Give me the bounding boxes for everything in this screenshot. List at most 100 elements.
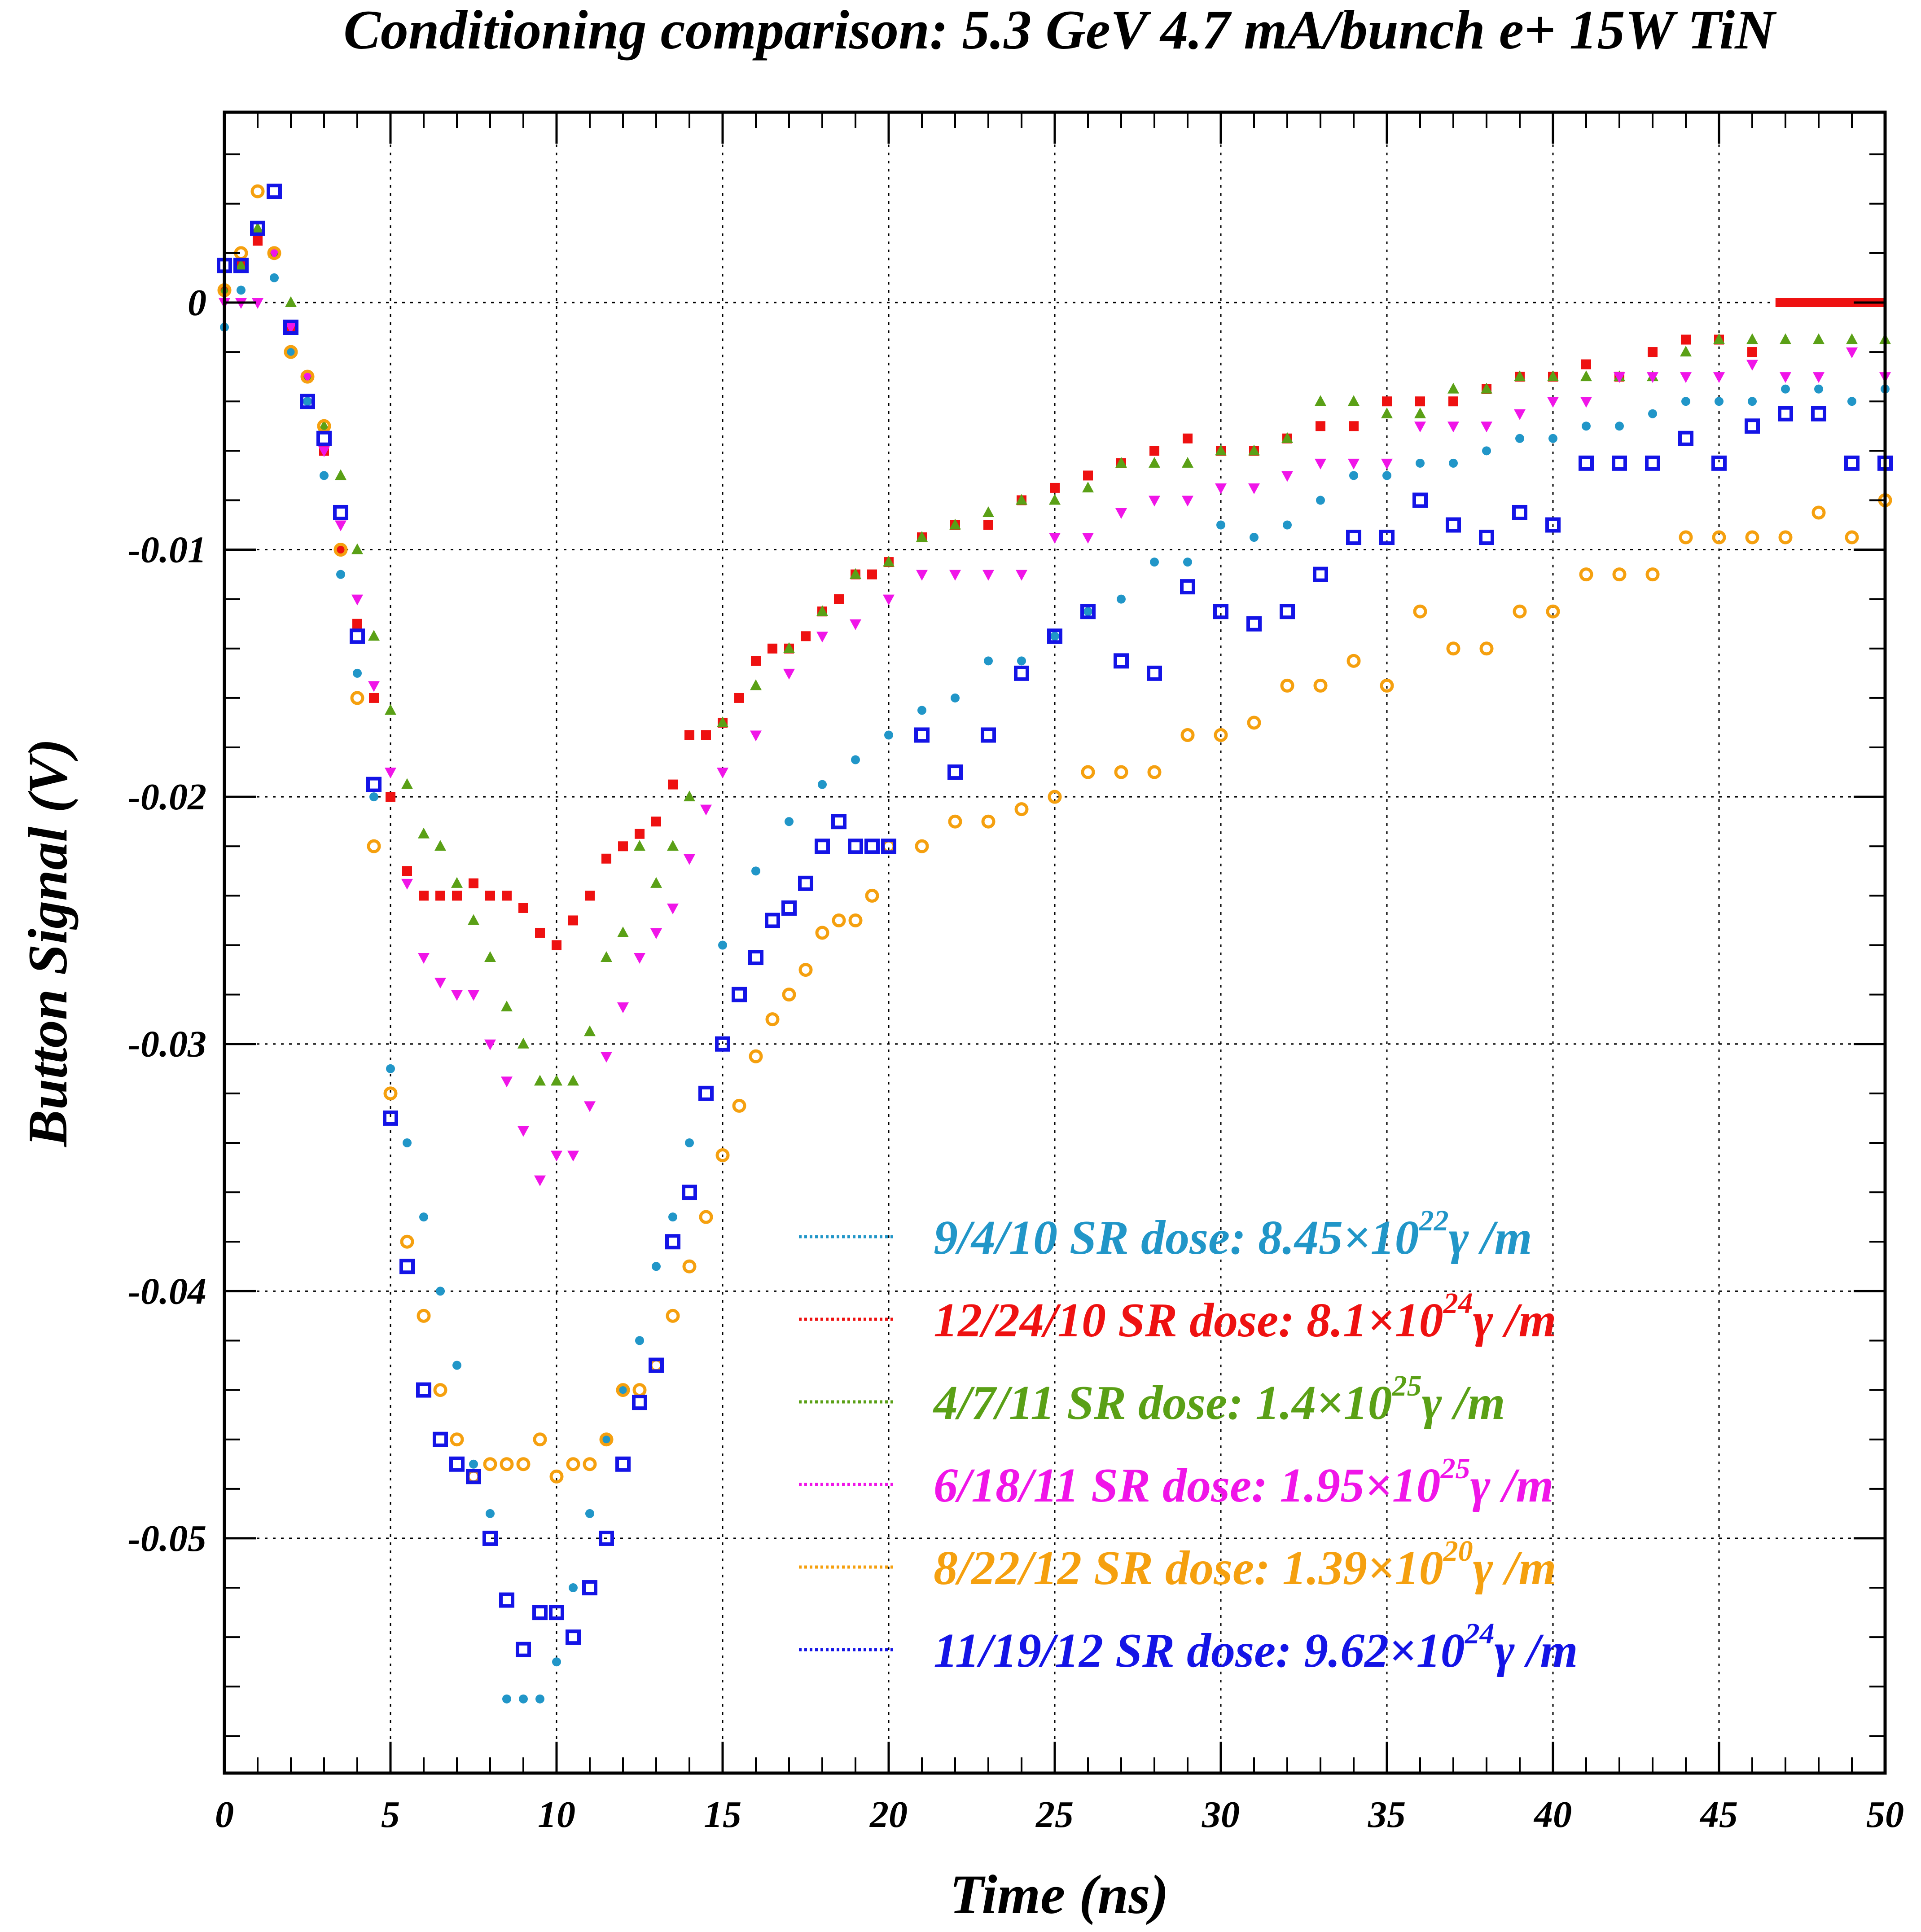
data-point xyxy=(1082,481,1094,492)
data-point xyxy=(518,1037,529,1049)
data-point xyxy=(1414,407,1426,418)
data-point xyxy=(984,656,993,666)
data-point xyxy=(618,1385,627,1395)
data-point xyxy=(617,926,629,937)
data-point xyxy=(850,619,861,630)
data-point xyxy=(601,853,611,864)
data-point xyxy=(318,446,330,457)
data-point xyxy=(502,1694,511,1704)
data-point xyxy=(369,792,378,802)
data-point xyxy=(1678,430,1693,446)
data-point xyxy=(816,605,828,616)
data-point xyxy=(881,839,896,854)
legend-entry: 6/18/11 SR dose: 1.95×1025γ /m xyxy=(799,1452,1554,1512)
data-point xyxy=(1016,494,1027,505)
data-point xyxy=(402,866,412,876)
data-point xyxy=(451,877,463,888)
x-tick-label: 25 xyxy=(1035,1794,1074,1835)
data-point xyxy=(816,632,828,643)
data-point xyxy=(1149,496,1160,507)
data-point xyxy=(469,1459,478,1469)
data-point xyxy=(783,668,795,680)
data-point xyxy=(417,1308,431,1323)
data-point xyxy=(1050,483,1060,493)
legend-label-exponent: 20 xyxy=(1443,1535,1473,1568)
data-point xyxy=(883,594,895,606)
data-point xyxy=(284,345,298,359)
legend-entry: 8/22/12 SR dose: 1.39×1020γ /m xyxy=(799,1535,1557,1595)
data-point xyxy=(1612,567,1627,582)
data-point xyxy=(1715,397,1724,406)
data-point xyxy=(1246,616,1262,632)
data-point xyxy=(818,780,827,789)
data-point xyxy=(884,730,893,740)
data-point xyxy=(867,569,877,580)
data-point xyxy=(916,570,928,581)
chart-title: Conditioning comparison: 5.3 GeV 4.7 mA/… xyxy=(343,0,1777,61)
legend-label-name: 8/22/12 SR dose: 1.39×10 xyxy=(934,1541,1443,1595)
data-point xyxy=(1416,458,1425,468)
data-point xyxy=(335,520,346,531)
data-point xyxy=(401,778,413,789)
data-point xyxy=(634,953,645,964)
data-point xyxy=(1813,333,1825,344)
data-point xyxy=(567,1075,579,1086)
data-point xyxy=(352,619,362,629)
data-point xyxy=(715,1148,730,1163)
data-point xyxy=(1811,505,1826,520)
data-point xyxy=(552,940,561,950)
data-point xyxy=(482,1530,498,1546)
data-point xyxy=(1115,457,1127,468)
data-point xyxy=(1147,765,1162,779)
grid xyxy=(224,112,1885,1773)
data-point xyxy=(1313,566,1328,582)
data-point xyxy=(1579,455,1594,471)
data-point xyxy=(652,1262,661,1271)
data-point xyxy=(1479,530,1494,545)
series-6 xyxy=(217,184,1893,1657)
data-point xyxy=(385,768,396,779)
data-point xyxy=(1281,471,1293,482)
data-point xyxy=(684,730,694,740)
data-point xyxy=(1415,396,1425,407)
data-point xyxy=(982,506,994,517)
data-point xyxy=(535,1694,544,1704)
legend-label-exponent: 25 xyxy=(1392,1370,1422,1402)
data-point xyxy=(401,878,413,890)
data-point xyxy=(917,706,926,715)
data-point xyxy=(684,854,695,865)
data-point xyxy=(452,1361,461,1370)
data-point xyxy=(1080,604,1096,619)
legend-entry: 4/7/11 SR dose: 1.4×1025γ /m xyxy=(799,1370,1505,1430)
data-point xyxy=(450,1432,464,1447)
data-point xyxy=(801,631,811,641)
data-point xyxy=(1615,422,1624,431)
data-point xyxy=(1316,496,1325,505)
data-point xyxy=(484,1039,496,1050)
data-point xyxy=(1745,530,1759,544)
x-axis-label: Time (ns) xyxy=(950,1864,1169,1925)
data-point xyxy=(1581,359,1591,369)
data-point xyxy=(1546,604,1560,619)
data-point xyxy=(1580,397,1592,408)
data-point xyxy=(449,1456,465,1472)
data-point xyxy=(981,727,996,743)
data-point xyxy=(1083,470,1093,481)
data-point xyxy=(499,1592,514,1608)
data-point xyxy=(1346,530,1361,545)
data-point xyxy=(552,1657,561,1667)
y-tick-label: 0 xyxy=(188,282,206,324)
data-point xyxy=(1746,333,1758,344)
data-point xyxy=(367,839,381,853)
data-point xyxy=(1545,517,1561,533)
data-point xyxy=(1712,530,1726,544)
data-point xyxy=(551,1150,562,1162)
data-point xyxy=(1746,360,1758,371)
data-point xyxy=(235,259,247,270)
data-point xyxy=(1315,458,1326,470)
data-point xyxy=(434,840,446,851)
legend-label-name: 9/4/10 SR dose: 8.45×10 xyxy=(934,1211,1419,1265)
data-point xyxy=(1711,455,1727,471)
data-point xyxy=(1681,397,1690,406)
data-point xyxy=(1845,530,1859,544)
